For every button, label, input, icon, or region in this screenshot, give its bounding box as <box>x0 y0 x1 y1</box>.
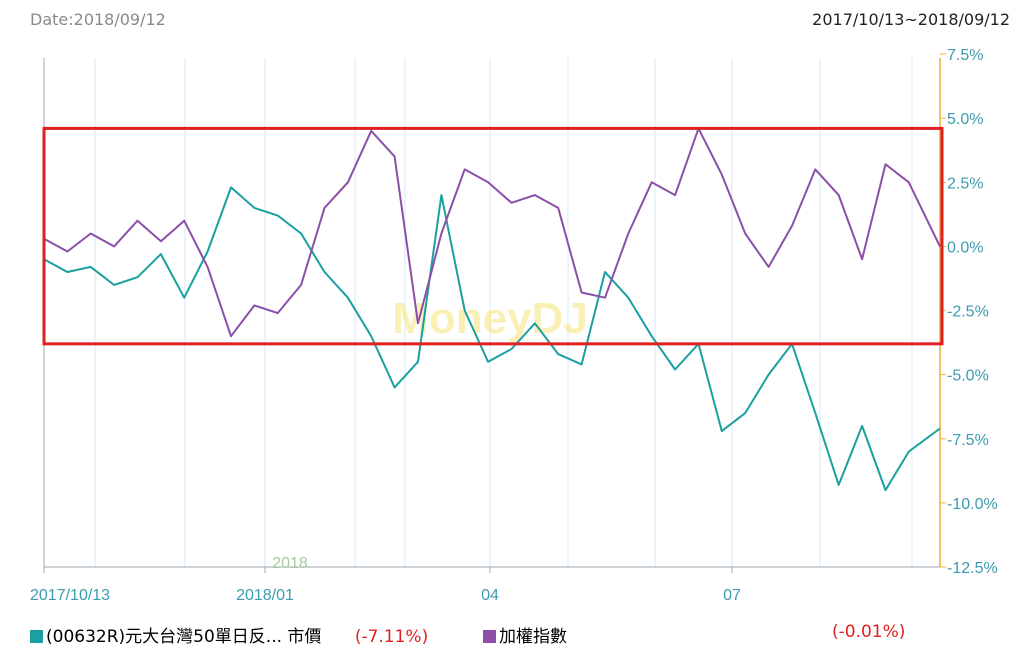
legend-series-2-change: (-0.01%) <box>832 622 906 642</box>
legend-series-1-name: (00632R)元大台灣50單日反... 市價 <box>46 627 322 647</box>
x-tick-label: 07 <box>723 587 741 604</box>
highlight-box <box>42 126 944 346</box>
x-tick-label: 2018/01 <box>236 587 294 604</box>
legend-series-2[interactable]: 加權指數 <box>483 622 567 647</box>
y-tick-label: 0.0% <box>947 239 983 256</box>
grid <box>94 58 913 567</box>
y-tick-label: -12.5% <box>947 560 998 577</box>
line-chart: MoneyDJ 7.5%5.0%2.5%0.0%-2.5%-5.0%-7.5%-… <box>30 47 998 604</box>
x-tick-label: 2017/10/13 <box>30 587 110 604</box>
date-range-label: 2017/10/13~2018/09/12 <box>812 10 1010 29</box>
y-tick-label: -10.0% <box>947 496 998 513</box>
series-lines <box>43 127 941 492</box>
date-label: Date:2018/09/12 <box>30 10 166 29</box>
axes: 7.5% 5.0% 2.5% 0.0% -2.5% -5.0% -7.5% -10.0% -12… <box>30 47 998 604</box>
series-line-1 <box>43 186 941 492</box>
legend-series-1-change: (-7.11%) <box>354 627 429 647</box>
series-line-2 <box>43 127 941 338</box>
year-label: 2018 <box>272 555 308 572</box>
legend-swatch-series-1 <box>30 630 43 643</box>
legend-series-1[interactable]: (00632R)元大台灣50單日反... 市價 (-7.11%) <box>30 622 428 647</box>
y-tick-label: 5.0% <box>947 111 983 128</box>
legend-series-2-name: 加權指數 <box>499 627 567 647</box>
y-tick-label: -2.5% <box>947 304 989 321</box>
y-tick-label: 7.5% <box>947 47 983 64</box>
y-tick-label: -7.5% <box>947 432 989 449</box>
y-tick-label: -5.0% <box>947 368 989 385</box>
x-tick-label: 04 <box>481 587 499 604</box>
y-tick-label: 2.5% <box>947 175 983 192</box>
legend-swatch-series-2 <box>483 630 496 643</box>
